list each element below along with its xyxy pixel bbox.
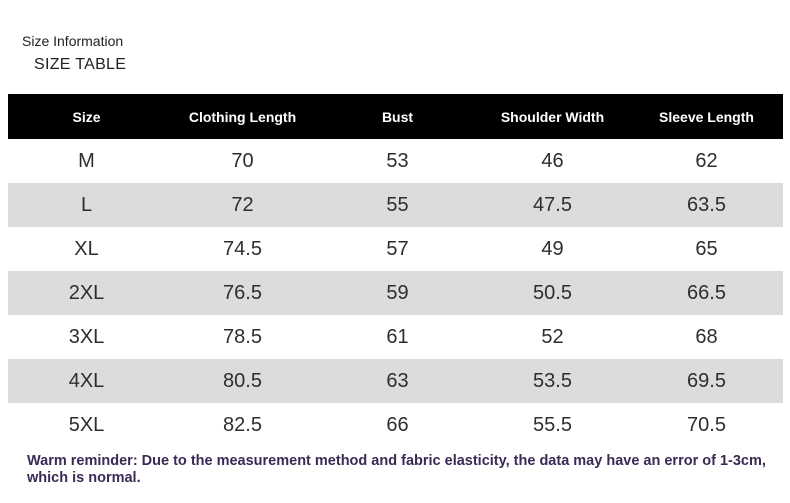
size-table-subtitle: SIZE TABLE — [34, 56, 127, 73]
cell-size: 2XL — [68, 281, 105, 304]
cell-clothing-length: 76.5 — [223, 281, 262, 304]
cell-bust: 66 — [386, 413, 409, 436]
cell-clothing-length: 72 — [231, 193, 254, 216]
cell-sleeve-length: 68 — [695, 325, 718, 348]
cell-shoulder-width: 47.5 — [533, 193, 572, 216]
cell-clothing-length: 78.5 — [223, 325, 262, 348]
size-table: Size Clothing Length Bust Shoulder Width… — [8, 94, 783, 447]
table-header-row: Size Clothing Length Bust Shoulder Width… — [8, 94, 783, 139]
cell-shoulder-width: 55.5 — [533, 413, 572, 436]
cell-sleeve-length: 62 — [695, 149, 718, 172]
table-row-3xl: 3XL 78.5 61 52 68 — [8, 315, 783, 359]
cell-size: L — [80, 193, 93, 216]
cell-shoulder-width: 52 — [541, 325, 564, 348]
table-row-2xl: 2XL 76.5 59 50.5 66.5 — [8, 271, 783, 315]
cell-bust: 63 — [386, 369, 409, 392]
cell-shoulder-width: 49 — [541, 237, 564, 260]
cell-size: XL — [74, 237, 99, 260]
cell-sleeve-length: 66.5 — [687, 281, 726, 304]
cell-bust: 61 — [386, 325, 409, 348]
cell-sleeve-length: 69.5 — [687, 369, 726, 392]
cell-clothing-length: 80.5 — [223, 369, 262, 392]
table-row-m: M 70 53 46 62 — [8, 139, 783, 183]
cell-size: 5XL — [68, 413, 105, 436]
warm-reminder-note: Warm reminder: Due to the measurement me… — [27, 453, 766, 486]
cell-bust: 59 — [386, 281, 409, 304]
cell-size: 3XL — [68, 325, 105, 348]
cell-bust: 55 — [386, 193, 409, 216]
cell-sleeve-length: 63.5 — [687, 193, 726, 216]
cell-size: 4XL — [68, 369, 105, 392]
cell-sleeve-length: 70.5 — [687, 413, 726, 436]
cell-size: M — [78, 149, 95, 172]
table-row-4xl: 4XL 80.5 63 53.5 69.5 — [8, 359, 783, 403]
column-header-sleeve-length: Sleeve Length — [659, 108, 754, 125]
size-information-title: Size Information — [22, 33, 124, 49]
cell-clothing-length: 82.5 — [223, 413, 262, 436]
column-header-shoulder-width: Shoulder Width — [500, 108, 605, 125]
cell-bust: 57 — [386, 237, 409, 260]
cell-clothing-length: 74.5 — [223, 237, 262, 260]
table-row-xl: XL 74.5 57 49 65 — [8, 227, 783, 271]
cell-sleeve-length: 65 — [695, 237, 718, 260]
cell-clothing-length: 70 — [231, 149, 254, 172]
cell-shoulder-width: 53.5 — [533, 369, 572, 392]
cell-shoulder-width: 46 — [541, 149, 564, 172]
column-header-size: Size — [72, 108, 101, 125]
table-row-5xl: 5XL 82.5 66 55.5 70.5 — [8, 403, 783, 447]
column-header-clothing-length: Clothing Length — [188, 108, 297, 125]
cell-bust: 53 — [386, 149, 409, 172]
column-header-bust: Bust — [381, 108, 414, 125]
cell-shoulder-width: 50.5 — [533, 281, 572, 304]
table-row-l: L 72 55 47.5 63.5 — [8, 183, 783, 227]
